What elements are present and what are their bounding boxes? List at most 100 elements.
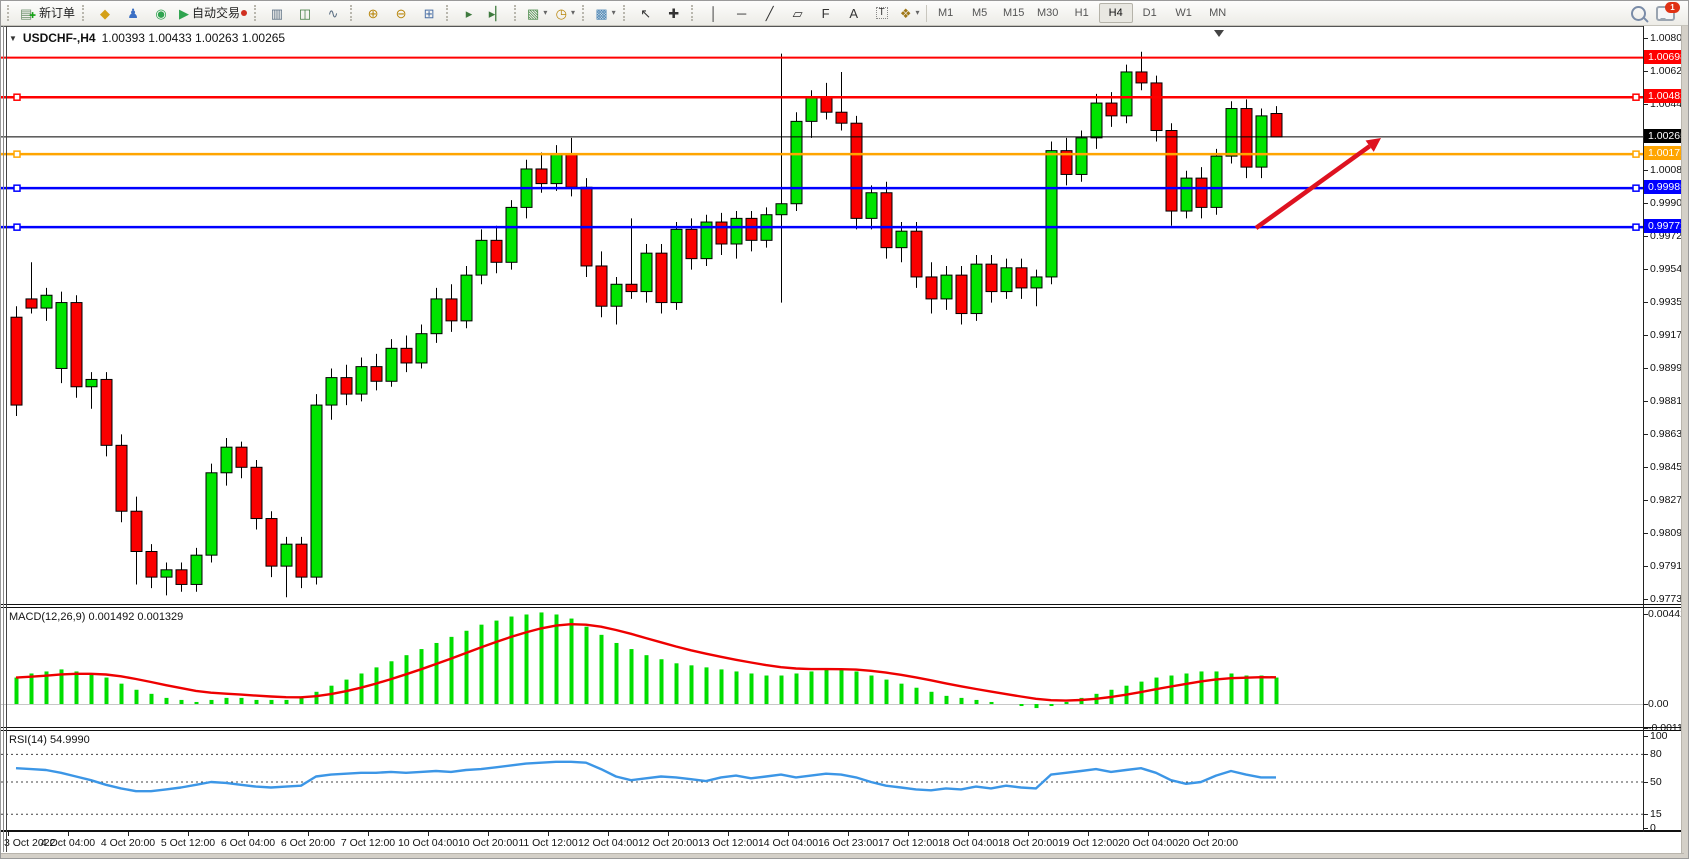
arrows-shapes-icon: ❖ (899, 5, 912, 21)
dropdown-arrow-icon[interactable]: ▾ (543, 8, 548, 17)
bar-chart-icon: ▥ (270, 5, 284, 21)
macd-tick-label: 0.004424 (1648, 608, 1689, 620)
zoom-out-button[interactable]: ⊖ (387, 2, 415, 24)
time-tick-label: 19 Oct 12:00 (1057, 837, 1119, 849)
dropdown-arrow-icon[interactable]: ▾ (611, 8, 616, 17)
data-window-button[interactable]: ◉ (147, 2, 175, 24)
chart-menu-icon[interactable]: ▼ (9, 33, 17, 43)
rsi-label: RSI(14) 54.9990 (9, 734, 90, 746)
timeframe-h4-button[interactable]: H4 (1098, 3, 1133, 23)
price-tick-mark (1643, 368, 1648, 370)
price-axis-line (1643, 26, 1644, 832)
text-button[interactable]: A (840, 2, 868, 24)
equidistant-channel-button[interactable]: ▱ (784, 2, 812, 24)
arrows-shapes-button[interactable]: ❖ ▾ (896, 2, 924, 24)
horizontal-line-icon: ─ (737, 5, 747, 21)
auto-scroll-icon: ▸ (465, 5, 473, 21)
time-tick-label: 12 Oct 04:00 (577, 837, 639, 849)
time-tick-label: 13 Oct 12:00 (697, 837, 759, 849)
rsi-tick-mark (1643, 736, 1648, 737)
chart-shift-button[interactable]: ▸▏ (483, 2, 511, 24)
pane-separator[interactable] (1, 727, 1684, 731)
macd-tick-label: 0.00 (1648, 698, 1669, 710)
cursor-button[interactable]: ↖ (632, 2, 660, 24)
horizontal-line-button[interactable]: ─ (728, 2, 756, 24)
main-chart-pane[interactable]: ▼ USDCHF-,H4 1.00393 1.00433 1.00263 1.0… (1, 26, 1643, 604)
trend-arrow-head[interactable] (1365, 138, 1381, 152)
price-tick-label: 0.99900 (1650, 196, 1688, 209)
trend-arrow-annotation[interactable] (1254, 144, 1371, 230)
periodicity-icon: ◷ (555, 5, 567, 21)
price-tick-label: 1.00620 (1650, 64, 1688, 77)
autotrading-button[interactable]: ▶ 自动交易 (175, 2, 251, 24)
trendline-icon: ╱ (765, 5, 774, 21)
periodicity-button[interactable]: ◷ ▾ (551, 2, 579, 24)
time-tick-label: 10 Oct 04:00 (397, 837, 459, 849)
time-tick-mark (308, 832, 309, 836)
zoom-in-button[interactable]: ⊕ (359, 2, 387, 24)
auto-scroll-button[interactable]: ▸ (455, 2, 483, 24)
crosshair-icon: ✚ (668, 5, 680, 21)
timeframe-m5-button[interactable]: M5 (972, 7, 988, 19)
price-tick-label: 0.99175 (1650, 329, 1688, 342)
candlestick-chart-button[interactable]: ◫ (291, 2, 319, 24)
toolbar-group-handle (350, 5, 356, 21)
line-chart-button[interactable]: ∿ (319, 2, 347, 24)
price-tick-label: 0.97735 (1650, 593, 1688, 605)
time-tick-mark (248, 832, 249, 836)
timeframe-m15-button[interactable]: M15 (1002, 7, 1025, 19)
data-window-icon: ◉ (155, 5, 167, 21)
new-chart-button[interactable]: ▧ ▾ (523, 2, 551, 24)
time-tick-label: 16 Oct 23:00 (817, 837, 879, 849)
rsi-tick-mark (1643, 814, 1648, 816)
crosshair-button[interactable]: ✚ (660, 2, 688, 24)
price-line-label: 1.00171 (1644, 146, 1688, 161)
timeframe-h1-button[interactable]: H1 (1074, 7, 1089, 19)
search-icon[interactable] (1631, 5, 1646, 21)
text-icon: A (849, 5, 858, 21)
navigator-button[interactable]: ♟ (119, 2, 147, 24)
price-axis[interactable]: 1.008001.006201.004401.002601.000800.999… (1643, 26, 1688, 834)
market-watch-button[interactable]: ◆ (91, 2, 119, 24)
price-tick-mark (1643, 401, 1648, 403)
vertical-line-button[interactable]: │ (700, 2, 728, 24)
new-order-button[interactable]: ▤ ✚ 新订单 (16, 2, 79, 24)
price-tick-label: 0.98995 (1650, 362, 1688, 375)
fibonacci-button[interactable]: F (812, 2, 840, 24)
timeframe-m30-button[interactable]: M30 (1036, 7, 1059, 19)
time-tick-label: 14 Oct 04:00 (757, 837, 819, 849)
price-tick-label: 1.00080 (1650, 163, 1688, 176)
chart-shift-marker[interactable] (1214, 30, 1224, 37)
current-price-label: 1.00265 (1644, 128, 1688, 143)
timeframe-w1-button[interactable]: W1 (1175, 7, 1192, 19)
autotrading-icon: ▶ (179, 5, 190, 21)
chart-template-button[interactable]: ▩ ▾ (591, 2, 619, 24)
rsi-tick-label: 80 (1650, 748, 1662, 761)
timeframe-mn-button[interactable]: MN (1209, 7, 1227, 19)
price-tick-mark (1643, 169, 1648, 171)
timeframe-m1-button[interactable]: M1 (938, 7, 954, 19)
new-order-icon: ▤ (20, 5, 33, 21)
time-axis[interactable]: 3 Oct 2022 4 Oct 04:00 4 Oct 20:00 5 Oct 12… (1, 832, 1643, 852)
rsi-tick-mark (1643, 754, 1648, 756)
bar-chart-button[interactable]: ▥ (263, 2, 291, 24)
time-tick-mark (728, 832, 729, 836)
macd-indicator-pane[interactable]: MACD(12,26,9) 0.001492 0.001329 (1, 608, 1643, 727)
chart-title: ▼ USDCHF-,H4 1.00393 1.00433 1.00263 1.0… (9, 31, 285, 45)
text-label-button[interactable]: T (868, 2, 896, 24)
time-tick-mark (188, 832, 189, 836)
pane-separator[interactable] (1, 604, 1684, 608)
window-bottom-strip (1, 853, 1684, 858)
price-tick-label: 0.98095 (1650, 527, 1688, 540)
notifications-icon[interactable]: 1 (1656, 1, 1680, 21)
dropdown-arrow-icon[interactable]: ▾ (571, 8, 576, 17)
dropdown-arrow-icon[interactable]: ▾ (915, 8, 920, 17)
price-tick-mark (1643, 38, 1648, 39)
time-tick-label: 18 Oct 20:00 (997, 837, 1059, 849)
trendline-button[interactable]: ╱ (756, 2, 784, 24)
line-chart-icon: ∿ (327, 5, 339, 21)
rsi-indicator-pane[interactable]: RSI(14) 54.9990 (1, 731, 1643, 830)
pane-separator (1, 830, 1684, 832)
tile-windows-button[interactable]: ⊞ (415, 2, 443, 24)
timeframe-d1-button[interactable]: D1 (1142, 7, 1157, 19)
